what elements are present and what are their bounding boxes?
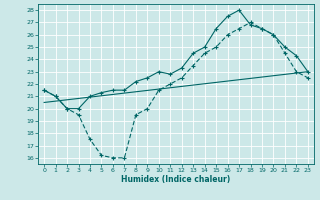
X-axis label: Humidex (Indice chaleur): Humidex (Indice chaleur) (121, 175, 231, 184)
